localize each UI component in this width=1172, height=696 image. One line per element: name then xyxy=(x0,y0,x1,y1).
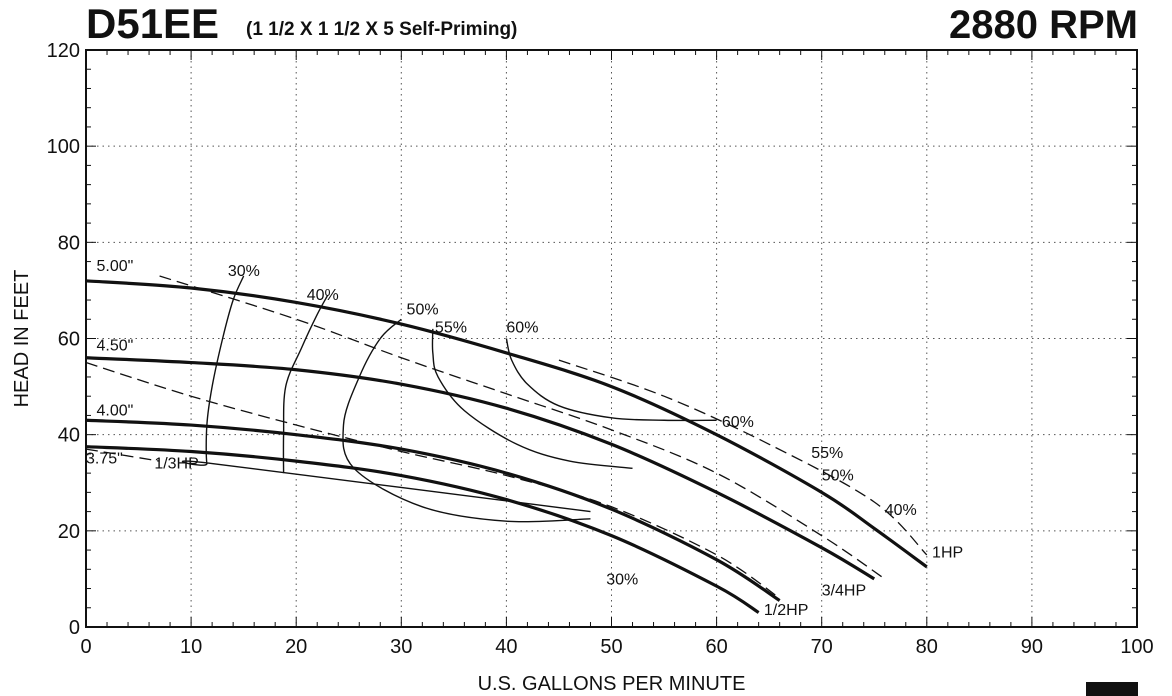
impeller-curve-4.50in xyxy=(85,356,876,581)
curve-annotation: 3.75" xyxy=(86,451,123,468)
y-tick-label: 40 xyxy=(58,425,80,447)
x-tick-label: 0 xyxy=(80,636,91,658)
x-axis-label: U.S. GALLONS PER MINUTE xyxy=(478,673,746,695)
curve-annotation: 1/3HP xyxy=(154,455,198,472)
impeller-curve-3.75in xyxy=(85,445,760,614)
y-tick-label: 120 xyxy=(47,40,80,62)
curve-annotation: 40% xyxy=(885,502,917,519)
x-tick-label: 20 xyxy=(285,636,307,658)
x-tick-label: 10 xyxy=(180,636,202,658)
curve-annotation: 40% xyxy=(307,287,339,304)
y-axis-label: HEAD IN FEET xyxy=(11,270,33,408)
pump-model-description: (1 1/2 X 1 1/2 X 5 Self-Priming) xyxy=(246,19,518,40)
horsepower-curve-3-4HP xyxy=(159,275,886,580)
curve-annotation: 1HP xyxy=(932,544,963,561)
pump-speed-title: 2880 RPM xyxy=(949,3,1138,47)
horsepower-curve-1-2HP xyxy=(85,361,781,599)
y-tick-label: 60 xyxy=(58,329,80,351)
horsepower-curve-1-3HP xyxy=(85,448,160,462)
plot-frame xyxy=(85,49,1138,628)
x-tick-label: 80 xyxy=(916,636,938,658)
x-tick-label: 40 xyxy=(495,636,517,658)
curve-annotation: 30% xyxy=(228,263,260,280)
horsepower-curve-1HP xyxy=(558,359,928,556)
y-tick-label: 80 xyxy=(58,232,80,254)
efficiency-curve-50pct xyxy=(342,318,591,523)
curve-annotation: 60% xyxy=(722,414,754,431)
curve-annotation: 55% xyxy=(435,320,467,337)
curve-annotation: 55% xyxy=(811,445,843,462)
impeller-curve-5.00in xyxy=(85,279,928,569)
curve-annotation: 1/2HP xyxy=(764,602,808,619)
curve-annotation: 5.00" xyxy=(97,258,134,275)
y-tick-label: 100 xyxy=(47,136,80,158)
efficiency-curve-40pct xyxy=(282,294,329,474)
curve-annotation: 4.50" xyxy=(97,338,134,355)
corner-tab-mark xyxy=(1086,682,1138,696)
efficiency-curve-60pct xyxy=(505,338,717,422)
y-tick-label: 20 xyxy=(58,521,80,543)
efficiency-curve-30pct xyxy=(181,275,591,513)
curve-annotation: 30% xyxy=(606,572,638,589)
curve-annotation: 50% xyxy=(822,467,854,484)
x-tick-label: 70 xyxy=(811,636,833,658)
x-tick-label: 60 xyxy=(705,636,727,658)
curve-annotation: 50% xyxy=(407,301,439,318)
pump-model-title: D51EE xyxy=(86,0,220,47)
impeller-curve-4.00in xyxy=(85,418,781,602)
x-tick-label: 30 xyxy=(390,636,412,658)
efficiency-curve-55pct xyxy=(431,328,633,470)
x-tick-label: 90 xyxy=(1021,636,1043,658)
curve-annotation: 60% xyxy=(506,320,538,337)
curve-annotation: 4.00" xyxy=(97,402,134,419)
x-tick-label: 50 xyxy=(600,636,622,658)
x-tick-label: 100 xyxy=(1120,636,1153,658)
curve-annotation: 3/4HP xyxy=(822,583,866,600)
y-tick-label: 0 xyxy=(69,617,80,639)
